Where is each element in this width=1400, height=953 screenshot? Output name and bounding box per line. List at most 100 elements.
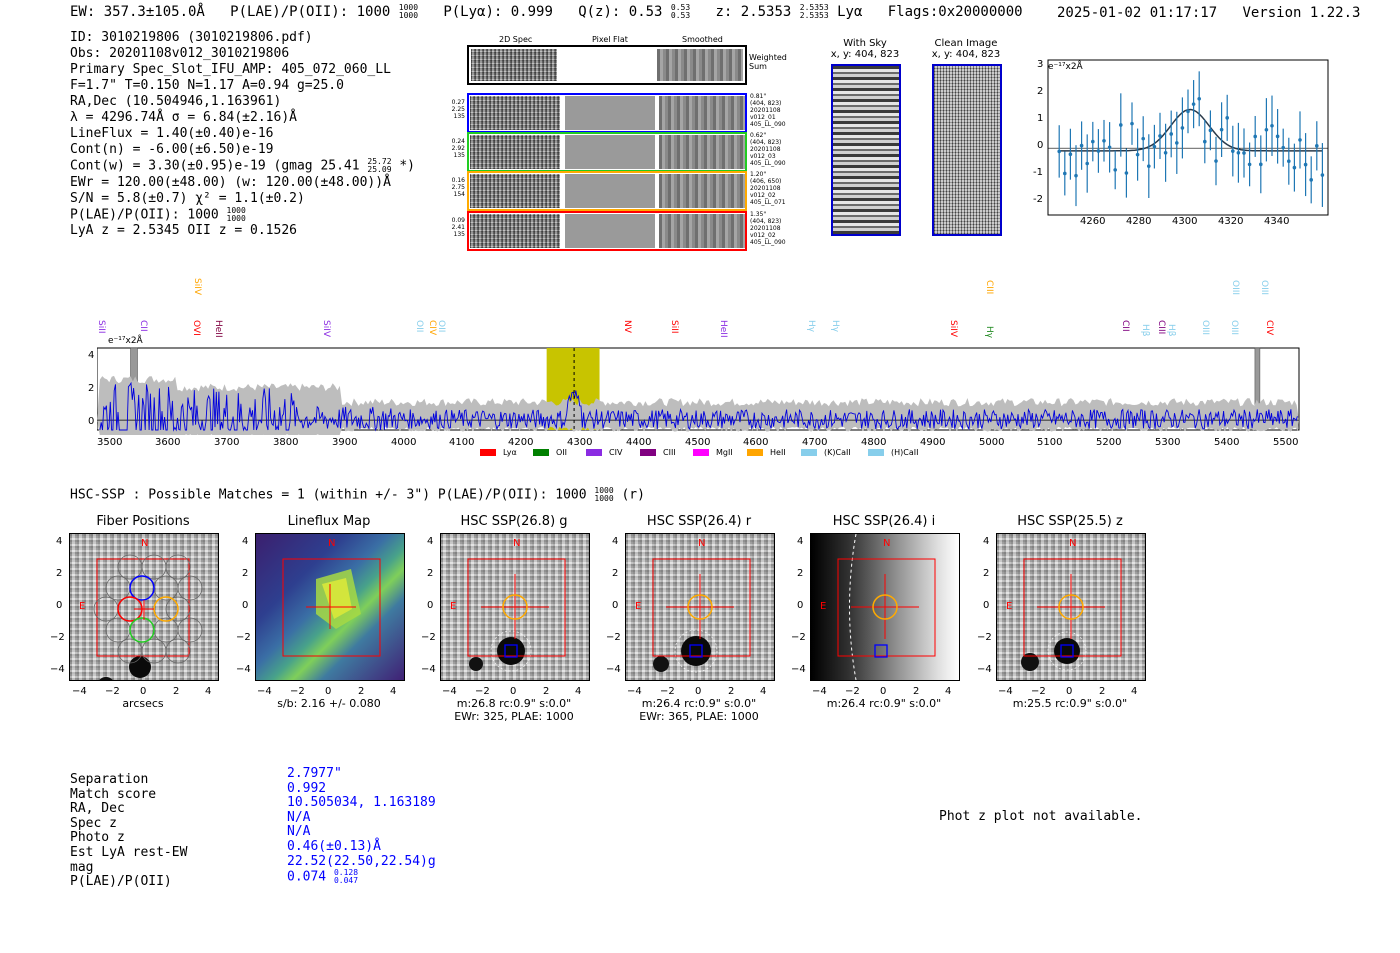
match-label: Photo z — [70, 830, 125, 846]
data-point — [1214, 159, 1218, 163]
data-point — [1219, 127, 1224, 132]
info-cont-n: Cont(n) = -6.00(±6.50)e-19 — [70, 142, 274, 157]
match-label: mag — [70, 859, 94, 875]
info-obs: Obs: 20201108v012_3010219806 — [70, 46, 290, 61]
ew-value: EW: 357.3±105.0Å — [70, 4, 205, 20]
flags-value: Flags:0x20000000 — [887, 4, 1023, 20]
data-point — [1247, 162, 1252, 167]
zoom-xtick: 4320 — [1218, 216, 1244, 227]
legend-swatch — [640, 449, 656, 456]
data-point — [1124, 171, 1129, 175]
plya-value: P(Lyα): 0.999 — [443, 4, 553, 20]
line-label: SiII — [96, 320, 106, 334]
col-smoothed-label: Smoothed — [682, 35, 723, 44]
zoom-ytick: 3 — [1037, 59, 1044, 70]
info-lyaz: LyA z = 2.5345 OII z = 0.1526 — [70, 223, 297, 238]
legend-swatch — [868, 449, 884, 456]
east-label: E — [820, 601, 827, 612]
info-cont-w: Cont(w) = 3.30(±0.95)e-19 (gmag 25.41 25… — [70, 157, 415, 174]
data-point — [1119, 123, 1123, 127]
z-value: z: 2.5353 — [715, 4, 792, 20]
match-value: N/A — [287, 824, 311, 840]
hsc-heading: HSC-SSP : Possible Matches = 1 (within +… — [70, 486, 645, 503]
data-point — [1236, 150, 1241, 155]
full-ytick: 4 — [88, 350, 95, 361]
lineflux-image: N — [255, 533, 405, 681]
data-point — [1169, 132, 1173, 136]
sky-cutout-image — [831, 64, 901, 236]
data-point — [1057, 149, 1061, 154]
panel-caption: arcsecs — [122, 697, 164, 710]
data-point — [1135, 152, 1140, 157]
north-label: N — [883, 538, 891, 549]
clean-cutout-title: Clean Image x, y: 404, 823 — [931, 38, 1001, 60]
legend-label: (H)CaII — [891, 448, 919, 457]
line-label: NV — [622, 320, 632, 333]
zoom-ytick: -2 — [1033, 194, 1043, 205]
info-ewr: EWr = 120.00(±48.00) (w: 120.00(±48.00))… — [70, 174, 391, 190]
zoom-plot — [1047, 59, 1329, 216]
match-value: N/A — [287, 809, 311, 825]
north-label: N — [698, 538, 706, 549]
clean-cutout-image — [932, 64, 1002, 236]
zoom-xtick: 4340 — [1264, 216, 1290, 227]
data-point — [1197, 96, 1201, 101]
data-point — [1107, 145, 1112, 150]
match-value: 0.992 — [287, 780, 327, 796]
col-pixelflat-label: Pixel Flat — [592, 35, 628, 44]
qz-value: Q(z): 0.53 — [578, 4, 663, 20]
panel-title: HSC SSP(26.4) i — [832, 514, 936, 529]
data-point — [1180, 126, 1185, 130]
data-point — [1091, 139, 1095, 144]
panel-title: HSC SSP(26.4) r — [646, 514, 752, 529]
version: Version 1.22.3 — [1242, 5, 1361, 21]
legend-swatch — [480, 449, 496, 456]
line-label: OIII — [1259, 280, 1269, 296]
data-point — [1298, 138, 1302, 142]
legend-label: (K)CaII — [824, 448, 851, 457]
east-label: E — [635, 601, 642, 612]
legend-swatch — [693, 449, 709, 456]
panel-caption: m:26.8 rc:0.9" s:0.0" EWr: 325, PLAE: 100… — [454, 697, 574, 723]
datetime: 2025-01-02 01:17:17 — [1057, 5, 1218, 21]
plae-range: 1000 1000 — [398, 3, 419, 20]
line-label: OIII — [1230, 280, 1240, 296]
match-label: Match score — [70, 786, 157, 802]
data-point — [1275, 134, 1280, 139]
data-point — [1130, 121, 1134, 126]
data-point — [1096, 149, 1101, 153]
legend-swatch — [586, 449, 602, 456]
gaussian-fit-line — [1059, 108, 1323, 152]
data-point — [1259, 162, 1263, 167]
line-label: SiIV — [948, 320, 958, 338]
line-label: Hγ — [830, 320, 840, 333]
full-ytick: 0 — [88, 416, 95, 427]
line-label: SiIV — [192, 278, 202, 296]
east-label: E — [79, 601, 86, 612]
line-label: HeII — [718, 320, 728, 338]
info-lambda: λ = 4296.74Å σ = 6.84(±2.16)Å — [70, 110, 297, 125]
data-point — [1147, 164, 1151, 168]
data-point — [1203, 139, 1207, 144]
cutout-image: N E — [69, 533, 219, 681]
cutout-image: N E — [625, 533, 775, 681]
data-point — [1270, 123, 1274, 128]
full-unit-label: e⁻¹⁷x2Å — [108, 336, 143, 346]
data-point — [1264, 127, 1269, 132]
full-spectrum-plot — [97, 347, 1300, 435]
line-label: Hγ — [806, 320, 816, 333]
legend-swatch — [801, 449, 817, 456]
spectrum-line — [99, 381, 1298, 432]
match-label: Spec z — [70, 815, 117, 831]
data-point — [1281, 145, 1285, 150]
legend-label: MgII — [716, 448, 733, 457]
match-values: 2.7977" 0.992 10.505034, 1.163189 N/A N/… — [287, 766, 436, 885]
line-label: CIII — [984, 280, 994, 295]
line-label: OII — [436, 320, 446, 333]
zoom-xtick: 4280 — [1126, 216, 1152, 227]
zoom-ytick: 0 — [1037, 140, 1044, 151]
line-label: CIV — [1264, 320, 1274, 336]
zoom-ytick: 1 — [1037, 113, 1044, 124]
line-label: CII — [138, 320, 148, 332]
line-label: OII — [414, 320, 424, 333]
